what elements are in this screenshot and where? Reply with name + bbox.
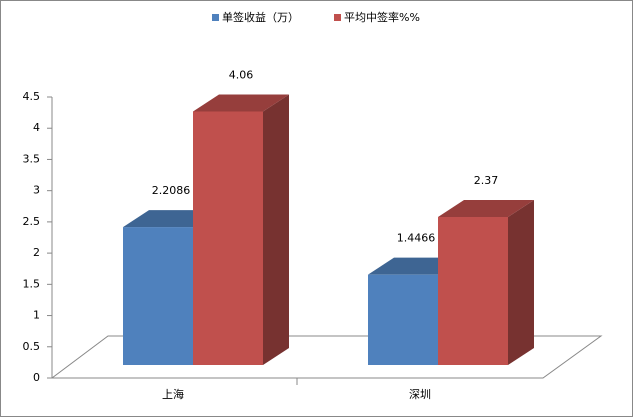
value-label: 4.06 xyxy=(229,68,254,81)
legend-swatch xyxy=(334,14,341,21)
bar-top xyxy=(193,94,289,112)
y-tick-label: 2.5 xyxy=(23,215,41,228)
bar-side xyxy=(508,200,534,365)
value-label: 2.2086 xyxy=(152,184,191,197)
y-tick-label: 0 xyxy=(33,371,40,384)
y-tick-label: 3.5 xyxy=(23,152,41,165)
y-tick-label: 1 xyxy=(33,309,40,322)
bar-top xyxy=(438,200,534,218)
bar xyxy=(438,217,508,365)
y-tick-label: 4.5 xyxy=(23,90,41,103)
y-tick-label: 4 xyxy=(33,121,40,134)
floor xyxy=(50,335,603,379)
value-label: 2.37 xyxy=(474,174,499,187)
legend-swatch xyxy=(212,14,219,21)
legend-label: 平均中签率%% xyxy=(344,10,420,24)
bar xyxy=(368,274,438,365)
bar xyxy=(123,227,193,365)
legend-label: 单签收益（万） xyxy=(222,10,299,24)
y-tick-label: 3 xyxy=(33,184,40,197)
value-label: 1.4466 xyxy=(397,232,436,245)
x-tick-label: 上海 xyxy=(162,387,184,401)
bar-side xyxy=(263,94,289,365)
y-tick-label: 0.5 xyxy=(23,340,41,353)
y-tick-label: 2 xyxy=(33,246,40,259)
y-tick-label: 1.5 xyxy=(23,277,41,290)
bar xyxy=(193,111,263,365)
x-tick-label: 深圳 xyxy=(409,388,431,401)
